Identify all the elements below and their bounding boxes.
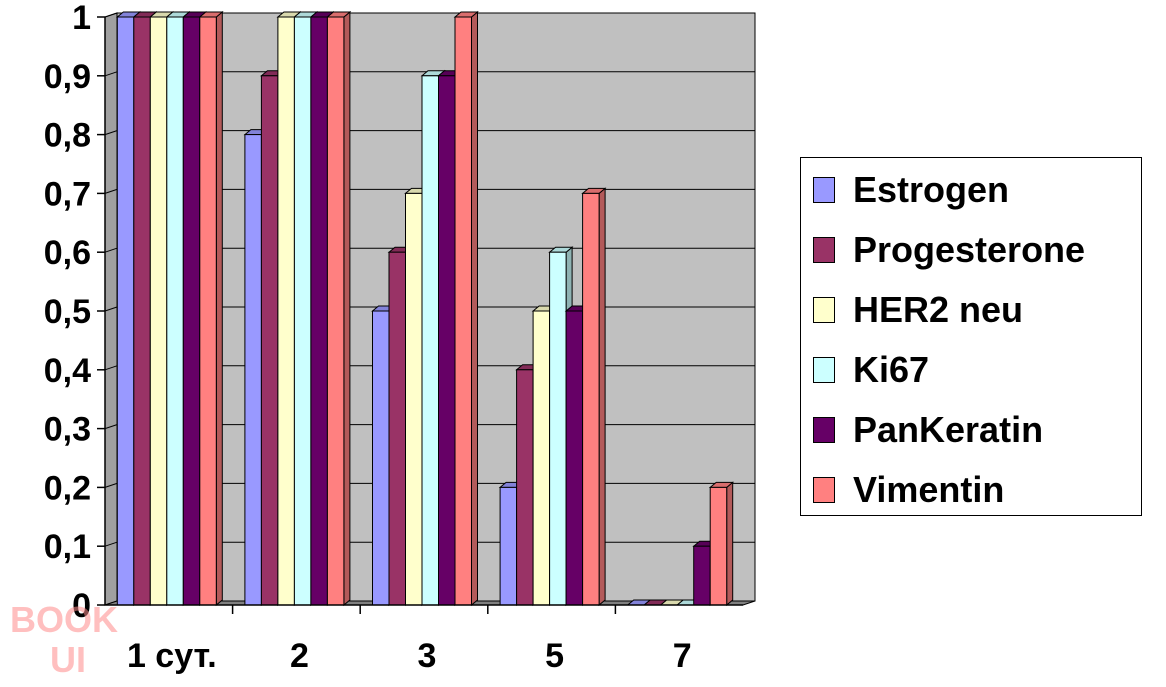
- gridline-side: [104, 306, 118, 312]
- y-tick-label: 1: [72, 0, 91, 37]
- bar-front: [549, 251, 567, 606]
- y-tick-label: 0,6: [44, 234, 91, 272]
- legend-item: Estrogen: [813, 169, 1010, 210]
- legend-item: HER2 neu: [813, 289, 1024, 330]
- gridline-side: [104, 188, 118, 194]
- legend-swatch: [813, 297, 835, 323]
- bar-front: [116, 16, 135, 606]
- x-tick-label: 7: [673, 637, 692, 675]
- y-axis-ticks: 0 0,1 0,2 0,3 0,4 0,5 0,6 0,7 0,8 0,9 1: [44, 0, 743, 625]
- bar-front: [421, 75, 439, 606]
- bar-front: [454, 16, 472, 606]
- bar-front: [166, 16, 184, 606]
- bar-side: [215, 10, 223, 607]
- watermark-text-bottom: UI: [50, 639, 86, 678]
- bar-side: [471, 10, 478, 607]
- y-tick-label: 0,9: [44, 58, 91, 96]
- bar-front: [516, 369, 534, 606]
- legend-swatch: [813, 357, 835, 383]
- bar-vimentin-3: [581, 187, 607, 607]
- gridline-side: [104, 424, 118, 430]
- y-tick-label: 0,2: [44, 469, 91, 507]
- bar-front: [326, 16, 345, 606]
- gridline-side: [104, 71, 118, 77]
- bar-front: [182, 16, 201, 606]
- gridline-side: [104, 365, 118, 371]
- bar-vimentin-0: [198, 10, 224, 607]
- bar-front: [405, 192, 423, 606]
- y-tick-label: 0,1: [44, 528, 91, 566]
- y-tick-label: 0,8: [44, 117, 91, 155]
- legend-item: PanKeratin: [813, 409, 1044, 450]
- y-tick-label: 0,5: [44, 293, 91, 331]
- y-tick-label: 0: [72, 587, 91, 625]
- bar-front: [565, 310, 584, 606]
- bar-front: [310, 16, 328, 606]
- bar-front: [260, 75, 279, 606]
- legend-swatch: [813, 477, 835, 503]
- legend-label: Progesterone: [853, 229, 1086, 270]
- bar-front: [709, 486, 728, 606]
- x-tick-label: 3: [418, 637, 437, 675]
- bar-front: [277, 16, 295, 606]
- gridline-side: [104, 482, 118, 488]
- legend-label: PanKeratin: [853, 409, 1044, 450]
- bar-front: [532, 310, 551, 606]
- x-tick-label: 1 сут.: [127, 637, 217, 675]
- legend-item: Progesterone: [813, 229, 1086, 270]
- legend-label: Vimentin: [853, 469, 1005, 510]
- bar-front: [693, 545, 711, 606]
- legend-item: Ki67: [813, 349, 930, 390]
- x-tick-label: 2: [290, 637, 309, 675]
- bar-vimentin-2: [453, 10, 479, 607]
- y-tick-label: 0,7: [44, 175, 91, 213]
- bar-front: [149, 16, 168, 606]
- bar-front: [582, 192, 600, 606]
- bar-front: [438, 75, 456, 606]
- bar-front: [293, 16, 312, 606]
- bar-side: [343, 10, 351, 607]
- gridline-side: [104, 541, 118, 547]
- gridline-side: [104, 12, 118, 18]
- gridline-side: [104, 247, 118, 253]
- legend-item: Vimentin: [813, 469, 1005, 510]
- bar-vimentin-1: [326, 10, 352, 607]
- legend-label: Ki67: [853, 349, 930, 390]
- bar-front: [133, 16, 151, 606]
- legend-label: HER2 neu: [853, 289, 1024, 330]
- legend: Estrogen Progesterone HER2 neu Ki67 PanKerat…: [800, 157, 1142, 516]
- bar-side: [598, 187, 606, 607]
- bar-side: [726, 481, 734, 607]
- bar-front: [388, 251, 406, 606]
- legend-label: Estrogen: [853, 169, 1010, 210]
- watermark-text-top: BOOK: [10, 599, 118, 640]
- bar-vimentin-4: [708, 481, 735, 607]
- x-tick-label: 5: [545, 637, 564, 675]
- legend-swatch: [813, 237, 835, 263]
- bar-front: [244, 134, 262, 606]
- legend-swatch: [813, 417, 835, 443]
- bar-front: [199, 16, 217, 606]
- y-tick-label: 0,4: [44, 352, 91, 390]
- x-axis-ticks: 1 сут. 2 3 5 7: [127, 605, 692, 675]
- bar-front: [499, 486, 518, 606]
- legend-swatch: [813, 177, 835, 203]
- y-tick-label: 0,3: [44, 411, 91, 449]
- bar-front: [372, 310, 390, 606]
- gridline-side: [104, 130, 118, 136]
- watermark-logo: BOOK UI: [10, 599, 118, 678]
